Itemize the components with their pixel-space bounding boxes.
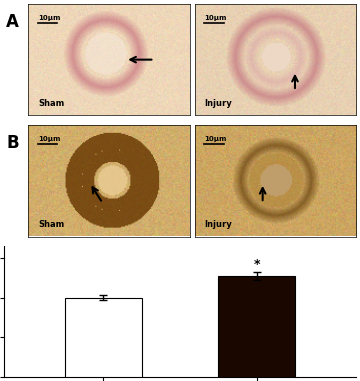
- Text: 10µm: 10µm: [38, 136, 60, 142]
- Bar: [219, 276, 295, 377]
- Text: *: *: [253, 258, 260, 271]
- Text: Injury: Injury: [204, 99, 232, 108]
- Text: 10µm: 10µm: [204, 136, 227, 142]
- Text: 10µm: 10µm: [204, 15, 227, 21]
- Text: Injury: Injury: [204, 220, 232, 229]
- Text: 10µm: 10µm: [38, 15, 60, 21]
- Text: Sham: Sham: [38, 99, 64, 108]
- Bar: [65, 298, 141, 377]
- Text: B: B: [6, 134, 19, 152]
- Text: Sham: Sham: [38, 220, 64, 229]
- Text: A: A: [6, 13, 19, 31]
